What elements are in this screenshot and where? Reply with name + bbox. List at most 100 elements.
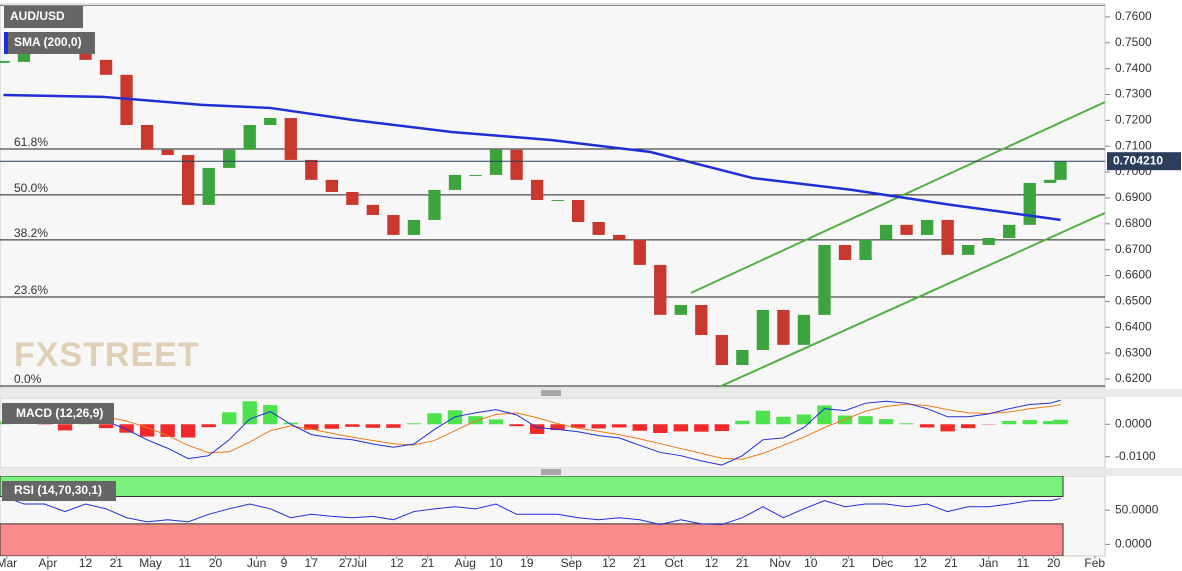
- candle: [284, 118, 297, 160]
- macd-histogram-bar: [386, 424, 401, 428]
- macd-histogram-bar: [755, 410, 771, 425]
- candle: [756, 309, 770, 351]
- candle: [510, 149, 523, 180]
- macd-histogram-bar: [304, 424, 319, 430]
- candle: [305, 159, 318, 180]
- macd-histogram-bar: [201, 424, 216, 428]
- candle: [777, 309, 790, 345]
- y-tick-label: 0.7100: [1115, 138, 1152, 152]
- macd-histogram-bar: [345, 424, 360, 427]
- macd-layer: [0, 399, 1068, 466]
- x-tick-label: 12: [79, 556, 93, 570]
- candle: [448, 174, 462, 190]
- candle: [879, 224, 893, 240]
- x-tick-label: 9: [281, 556, 288, 570]
- y-tick-label: 0.6800: [1115, 216, 1152, 230]
- rsi-box: [2, 481, 116, 501]
- candle: [818, 245, 831, 315]
- y-tick-label: -0.0100: [1115, 449, 1156, 463]
- macd-histogram-bar: [119, 424, 134, 433]
- candle: [982, 238, 995, 246]
- macd-histogram-bar: [653, 424, 668, 433]
- macd-histogram-bar: [488, 419, 504, 425]
- y-tick-label: 0.0000: [1115, 416, 1152, 430]
- candle: [530, 179, 544, 201]
- x-tick-label: 12: [390, 556, 404, 570]
- main-layer: 100.0% 61.8% 50.0% 38.2% 23.6% 0.0%: [0, 5, 1105, 387]
- y-tick-label: 0.6300: [1115, 345, 1152, 359]
- macd-histogram-bar: [324, 424, 340, 429]
- x-tick-label: 21: [736, 556, 750, 570]
- x-tick-label: 21: [944, 556, 958, 570]
- y-tick-label: 0.6900: [1115, 190, 1152, 204]
- macd-histogram-bar: [98, 424, 114, 429]
- macd-line: [3, 399, 1061, 466]
- macd-histogram-bar: [242, 401, 257, 425]
- panel-separator[interactable]: [0, 389, 1182, 397]
- macd-label: MACD (12,26,9): [16, 406, 103, 420]
- channel-line: [716, 212, 1105, 387]
- candle: [325, 179, 338, 192]
- macd-histogram-bar: [468, 416, 483, 425]
- candle: [838, 245, 852, 261]
- candle: [633, 239, 646, 265]
- watermark: FXSTREET: [14, 336, 200, 374]
- candle: [551, 200, 564, 202]
- candle: [182, 155, 195, 205]
- macd-histogram-bar: [1002, 421, 1017, 425]
- candle: [900, 224, 913, 235]
- candle: [202, 167, 215, 205]
- x-tick-label: 21: [421, 556, 435, 570]
- x-tick-label: 12: [705, 556, 719, 570]
- macd-histogram-bar: [57, 424, 73, 431]
- candle: [592, 221, 605, 235]
- macd-histogram-bar: [406, 423, 422, 425]
- candle: [223, 149, 236, 168]
- macd-histogram-bar: [365, 424, 381, 428]
- candle: [1023, 182, 1036, 225]
- x-tick-label: Jan: [979, 556, 998, 570]
- main-panel: [0, 3, 1106, 389]
- candle: [797, 314, 811, 345]
- x-tick-label: Apr: [39, 556, 58, 570]
- x-tick-label: Mar: [0, 556, 17, 570]
- x-tick-label: 17: [305, 556, 319, 570]
- y-tick-label: 50.0000: [1115, 502, 1159, 516]
- macd-histogram-bar: [529, 424, 545, 434]
- macd-histogram-bar: [714, 424, 730, 432]
- candle: [654, 264, 667, 315]
- candle: [264, 118, 277, 126]
- macd-histogram-bar: [776, 416, 791, 425]
- symbol-box: [4, 6, 83, 28]
- macd-histogram-bar: [858, 416, 873, 425]
- oversold-band: [0, 523, 1064, 556]
- x-tick-label: Oct: [665, 556, 684, 570]
- macd-histogram-bar: [509, 424, 524, 427]
- candle: [99, 59, 113, 75]
- candle: [613, 234, 626, 240]
- candle: [387, 215, 400, 235]
- y-tick-label: 0.6400: [1115, 319, 1152, 333]
- macd-histogram-bar: [612, 424, 627, 428]
- rsi-label: RSI (14,70,30,1): [14, 483, 102, 497]
- x-tick-label: May: [139, 556, 162, 570]
- candle: [366, 204, 380, 216]
- candle: [1054, 161, 1067, 180]
- candle: [736, 350, 749, 366]
- y-tick-label: 0.7200: [1115, 113, 1152, 127]
- macd-histogram-bar: [550, 424, 565, 431]
- x-tick-label: Jun: [247, 556, 266, 570]
- candle: [715, 335, 728, 366]
- x-tick-label: Jul: [352, 556, 367, 570]
- candle: [859, 239, 872, 261]
- overbought-band: [0, 476, 1064, 498]
- fib-label: 38.2%: [14, 226, 48, 240]
- panel-separator[interactable]: [0, 468, 1182, 476]
- x-tick-label: Aug: [455, 556, 476, 570]
- macd-histogram-bar: [591, 424, 606, 429]
- sma-swatch: [4, 32, 8, 54]
- macd-histogram-bar: [1053, 419, 1068, 425]
- macd-histogram-bar: [160, 424, 175, 437]
- y-tick-label: 0.6500: [1115, 294, 1152, 308]
- rsi-layer: [0, 476, 1064, 556]
